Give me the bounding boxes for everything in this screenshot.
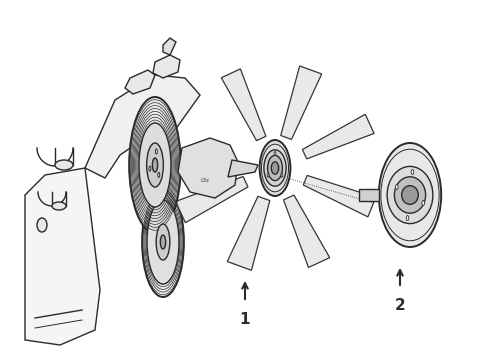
Polygon shape [85,75,200,178]
Ellipse shape [387,166,433,224]
Polygon shape [178,138,238,198]
Ellipse shape [271,162,279,174]
Polygon shape [228,160,258,177]
Polygon shape [163,38,176,55]
Ellipse shape [142,187,184,297]
Polygon shape [221,69,266,141]
Text: 1: 1 [240,312,250,327]
Text: Cts: Cts [200,177,209,183]
Ellipse shape [406,216,409,221]
Ellipse shape [139,123,171,207]
Ellipse shape [156,224,170,260]
Ellipse shape [155,149,157,154]
Polygon shape [281,66,322,139]
Ellipse shape [129,97,181,233]
Ellipse shape [422,201,424,206]
Ellipse shape [268,156,282,181]
Polygon shape [284,195,330,267]
Polygon shape [125,70,155,94]
Ellipse shape [149,166,151,171]
Polygon shape [227,196,270,270]
Polygon shape [153,55,180,78]
Ellipse shape [152,158,158,172]
Polygon shape [175,176,248,223]
Ellipse shape [395,184,398,189]
Ellipse shape [147,143,163,187]
Ellipse shape [147,200,179,284]
Ellipse shape [274,152,276,156]
Ellipse shape [264,150,286,186]
Ellipse shape [52,202,66,210]
Ellipse shape [37,218,47,232]
Ellipse shape [267,173,269,177]
Text: 2: 2 [394,298,405,313]
Ellipse shape [281,173,283,177]
Ellipse shape [394,177,426,213]
Ellipse shape [260,140,291,196]
Ellipse shape [160,235,166,249]
Polygon shape [25,168,100,345]
Polygon shape [359,189,379,201]
Ellipse shape [411,170,414,175]
Ellipse shape [158,172,160,177]
Polygon shape [303,175,376,217]
Ellipse shape [402,186,418,204]
Ellipse shape [379,143,441,247]
Ellipse shape [55,160,73,170]
Polygon shape [302,114,374,159]
